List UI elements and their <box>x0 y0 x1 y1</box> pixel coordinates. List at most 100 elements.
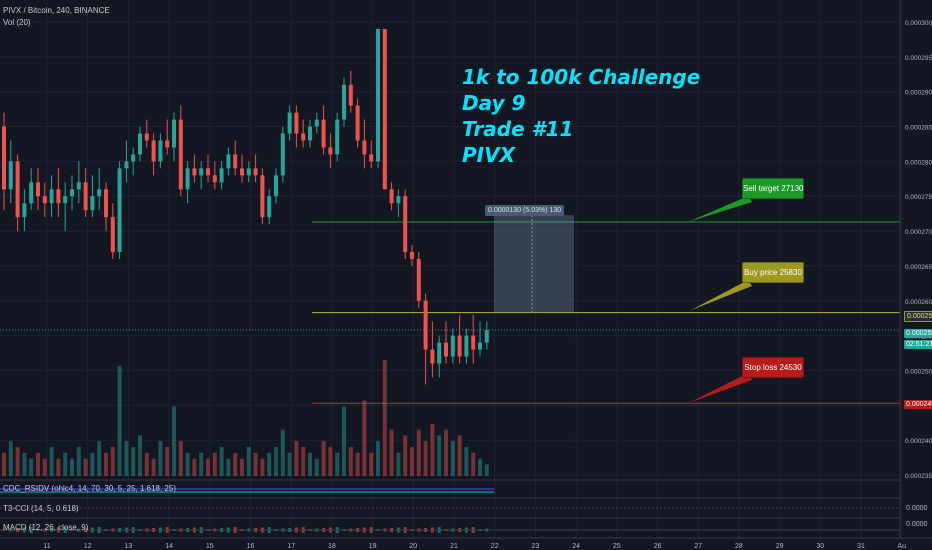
volume-bar <box>389 429 394 476</box>
volume-bar <box>63 452 68 476</box>
x-tick-label: 22 <box>491 543 499 550</box>
volume-bar <box>457 435 462 476</box>
volume-bar <box>410 447 414 476</box>
candle-body <box>416 258 421 301</box>
candle-body <box>376 28 380 162</box>
volume-bar <box>478 458 482 476</box>
candle-body <box>260 175 265 218</box>
volume-label: Vol (20) <box>3 18 31 27</box>
candle-body <box>36 182 40 197</box>
candle-body <box>321 119 326 148</box>
volume-bars <box>2 360 489 476</box>
volume-bar <box>90 452 95 476</box>
x-tick-label: Au <box>897 543 906 550</box>
volume-bar <box>83 458 88 476</box>
volume-bar <box>49 447 54 476</box>
candle-body <box>22 203 27 218</box>
x-tick-label: 23 <box>532 543 540 550</box>
range-tooltip: 0.0000130 (5.03%) 130 <box>485 205 565 216</box>
rsi-indicator-label[interactable]: CDC_RSIDV (ohlc4, 14, 70, 30, 5, 25, 1.6… <box>3 484 176 493</box>
candle-body <box>15 161 20 218</box>
x-tick-label: 28 <box>735 543 743 550</box>
x-tick-label: 14 <box>165 543 173 550</box>
stop-loss-callout[interactable]: Stop loss 24530 <box>742 357 804 378</box>
volume-bar <box>342 406 346 476</box>
candle-body <box>2 126 6 190</box>
candle-body <box>192 168 197 176</box>
volume-bar <box>308 452 312 476</box>
sell-target-callout[interactable]: Sell target 27130 <box>742 178 804 199</box>
volume-bar <box>29 458 34 476</box>
annotation-line-2: Day 9 <box>462 91 526 115</box>
candle-body <box>423 300 428 350</box>
candle-body <box>355 105 360 141</box>
macd-indicator-label[interactable]: MACD (12, 26, close, 9) <box>3 523 89 532</box>
x-tick-label: 30 <box>816 543 824 550</box>
volume-bar <box>464 447 469 476</box>
volume-bar <box>267 452 272 476</box>
candle-body <box>233 154 238 169</box>
volume-bar <box>246 447 251 476</box>
candle-body <box>76 182 81 190</box>
candle-body <box>348 84 353 106</box>
stop-loss-leader <box>688 373 752 404</box>
volume-bar <box>192 458 197 476</box>
annotation-line-4: PIVX <box>462 143 515 167</box>
candle-body <box>110 217 115 252</box>
candle-body <box>104 189 108 218</box>
candle-body <box>178 119 183 190</box>
x-tick-label: 21 <box>450 543 458 550</box>
volume-bar <box>8 441 13 476</box>
volume-bar <box>2 452 6 476</box>
candle-body <box>151 140 156 162</box>
volume-bar <box>15 447 20 476</box>
cci-indicator-label[interactable]: T3-CCI (14, 5, 0.618) <box>3 504 79 513</box>
volume-bar <box>104 452 108 476</box>
volume-bar <box>56 458 61 476</box>
candle-body <box>131 154 136 162</box>
candle-body <box>158 140 163 162</box>
volume-bar <box>138 435 142 476</box>
volume-bar <box>348 447 353 476</box>
candle-body <box>294 112 299 134</box>
annotation-line-1: 1k to 100k Challenge <box>462 65 701 89</box>
volume-bar <box>253 452 258 476</box>
candle-body <box>240 168 244 176</box>
candle-body <box>29 182 34 204</box>
volume-bar <box>260 458 265 476</box>
x-tick-label: 27 <box>694 543 702 550</box>
annotation-leaders <box>688 196 752 404</box>
candle-body <box>335 119 340 155</box>
volume-bar <box>185 452 190 476</box>
candle-body <box>63 196 68 204</box>
volume-bar <box>301 447 306 476</box>
candle-body <box>253 168 258 176</box>
candle-body <box>42 196 47 204</box>
volume-bar <box>172 406 176 476</box>
candle-body <box>430 349 435 364</box>
buy-price-callout[interactable]: Buy price 25830 <box>742 262 804 283</box>
x-tick-label: 17 <box>287 543 295 550</box>
x-tick-label: 16 <box>247 543 255 550</box>
candle-body <box>314 119 319 127</box>
candle-body <box>274 175 278 197</box>
macd-value: 0.0000 <box>906 521 928 528</box>
candle-body <box>342 84 346 120</box>
candle-body <box>410 251 414 259</box>
volume-bar <box>471 452 476 476</box>
annotation-line-3: Trade #11 <box>462 117 574 141</box>
time-axis: 11 12 13 14 15 16 17 18 19 20 21 22 23 24 25 26 27 28 29 30… <box>0 537 932 550</box>
annotation-text-block[interactable]: 1k to 100k Challenge Day 9 Trade #11 PIV… <box>462 64 700 168</box>
candle-body <box>97 189 102 197</box>
x-tick-label: 20 <box>409 543 417 550</box>
candle-body <box>362 140 367 155</box>
